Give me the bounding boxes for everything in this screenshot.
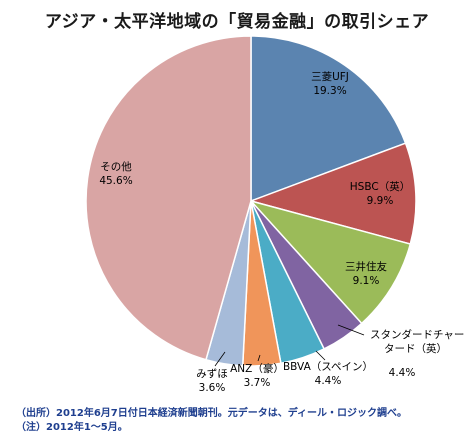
label-name-anz: ANZ（豪）: [230, 362, 284, 375]
source-footnote: （出所）2012年6月7日付日本経済新聞朝刊。元データは、ディール・ロジック調べ…: [16, 408, 408, 419]
label-value-hsbc: 9.9%: [367, 195, 394, 207]
label-name-mizuho: みずほ: [196, 368, 228, 380]
label-value-smbc: 9.1%: [353, 275, 380, 287]
slice-mufg: [250, 35, 407, 203]
label-name-mufg: 三菱UFJ: [311, 71, 349, 83]
label-value-standard-chartered: 4.4%: [389, 367, 416, 379]
label-name-standard-chartered-1: スタンダードチャー: [370, 328, 464, 341]
leader-line-anz: [257, 354, 261, 362]
label-value-mizuho: 3.6%: [199, 382, 226, 394]
leader-line-bbva: [315, 350, 326, 361]
label-name-other: その他: [100, 160, 132, 173]
label-name-bbva: BBVA（スペイン）: [283, 361, 373, 373]
chart-title: アジア・太平洋地域の「貿易金融」の取引シェア: [44, 12, 430, 32]
label-name-hsbc: HSBC（英）: [350, 180, 410, 193]
label-value-other: 45.6%: [99, 175, 132, 187]
leader-line-mizuho: [214, 351, 226, 367]
leader-line-standard-chartered: [337, 324, 365, 336]
slice-smbc: [248, 199, 412, 325]
label-value-bbva: 4.4%: [315, 375, 342, 387]
label-value-anz: 3.7%: [244, 377, 271, 389]
slice-other: [85, 35, 252, 361]
slice-hsbc: [248, 142, 417, 245]
label-name-smbc: 三井住友: [345, 260, 387, 273]
period-footnote: （注）2012年1～5月。: [16, 422, 128, 433]
label-value-mufg: 19.3%: [313, 85, 346, 97]
label-name-standard-chartered-2: タード（英）: [384, 342, 447, 355]
